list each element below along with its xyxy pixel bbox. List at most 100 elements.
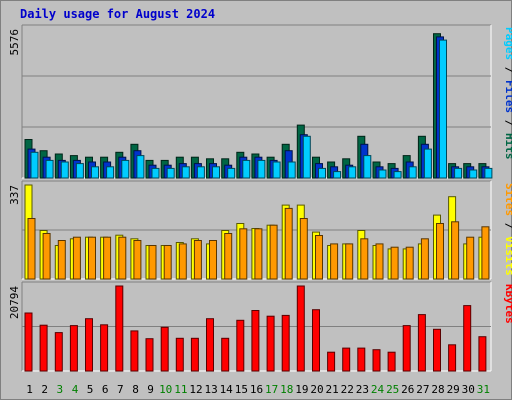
day-label-6: 6: [102, 383, 109, 396]
bar-pages-day-24: [378, 169, 387, 179]
bar-sites-day-9: [148, 245, 157, 280]
bar-sites-day-13: [209, 240, 217, 280]
day-label-19: 19: [295, 383, 308, 396]
day-label-12: 12: [189, 383, 202, 396]
bar-kbytes-day-29: [448, 344, 457, 372]
bar-sites-day-19: [299, 218, 308, 280]
chart-panels: 5576 Pages / Files / Hits 337 Sites / Visit…: [8, 24, 512, 372]
panel-hits-files-pages: 5576 Pages / Files / Hits: [8, 24, 512, 179]
bar-pages-day-22: [348, 166, 357, 179]
day-label-25: 25: [386, 383, 399, 396]
series-pages: [30, 39, 493, 179]
bar-pages-day-28: [439, 39, 447, 179]
day-label-1: 1: [26, 383, 33, 396]
day-label-17: 17: [265, 383, 278, 396]
day-label-28: 28: [431, 383, 444, 396]
bar-sites-day-11: [178, 243, 187, 280]
legend-entry: KBytes: [503, 284, 512, 324]
bar-sites-day-25: [390, 246, 399, 280]
bar-sites-day-24: [375, 243, 384, 280]
day-label-4: 4: [72, 383, 79, 396]
bar-pages-day-10: [166, 167, 175, 179]
bar-pages-day-7: [121, 159, 130, 179]
chart-title: Daily usage for August 2024: [20, 7, 215, 21]
bar-sites-day-8: [133, 240, 142, 280]
bar-sites-day-28: [436, 223, 444, 280]
bar-sites-day-4: [72, 236, 81, 280]
legend-entry: Visits: [503, 236, 512, 276]
bar-sites-day-16: [254, 228, 263, 280]
bar-sites-day-1: [27, 218, 36, 280]
bar-pages-day-14: [227, 167, 236, 179]
legend-entry: Sites: [503, 183, 512, 216]
legend-entry: /: [503, 60, 512, 80]
day-labels: 1 2 3 4 5 6 7 8 9 10 11 12 13 14 15 16 17 18 19 20 21 22 23 24 2…: [26, 383, 490, 396]
bar-sites-day-23: [360, 238, 369, 280]
bar-kbytes-day-24: [372, 349, 381, 372]
legend-entry: /: [503, 216, 512, 236]
bar-kbytes-day-27: [417, 314, 426, 372]
bar-kbytes-day-21: [327, 351, 336, 372]
bar-kbytes-day-15: [236, 319, 245, 372]
bar-kbytes-day-19: [296, 285, 305, 372]
day-label-2: 2: [41, 383, 48, 396]
bar-kbytes-day-11: [175, 337, 184, 372]
day-label-11: 11: [174, 383, 187, 396]
bar-kbytes-day-3: [54, 332, 63, 372]
day-label-20: 20: [310, 383, 323, 396]
bar-kbytes-day-17: [266, 315, 275, 372]
bar-pages-day-12: [196, 166, 205, 179]
bar-pages-day-25: [393, 171, 402, 179]
bar-kbytes-day-30: [463, 305, 472, 372]
bar-pages-day-5: [91, 166, 99, 179]
bar-pages-day-17: [272, 161, 281, 179]
day-label-13: 13: [204, 383, 217, 396]
bar-sites-day-20: [315, 235, 323, 280]
day-label-26: 26: [401, 383, 414, 396]
day-label-15: 15: [235, 383, 248, 396]
day-label-9: 9: [147, 383, 154, 396]
bar-sites-day-17: [269, 224, 278, 280]
legend-entry: /: [503, 113, 512, 133]
bar-sites-day-26: [405, 246, 414, 280]
bar-kbytes-day-16: [251, 310, 260, 372]
bar-kbytes-day-5: [85, 318, 93, 372]
bar-pages-day-16: [257, 159, 266, 179]
bar-kbytes-day-13: [206, 318, 214, 372]
legend-entry: Pages: [503, 27, 512, 60]
bar-sites-day-31: [481, 226, 490, 280]
bar-pages-day-20: [318, 167, 326, 179]
bar-pages-day-29: [454, 167, 463, 179]
bar-pages-day-2: [45, 159, 54, 179]
bar-sites-day-29: [451, 221, 460, 280]
axis-max-label: 5576: [8, 29, 21, 56]
bar-sites-day-12: [193, 240, 202, 280]
bar-pages-day-6: [106, 166, 115, 179]
bar-kbytes-day-4: [69, 325, 78, 372]
day-label-7: 7: [117, 383, 124, 396]
bar-pages-day-27: [423, 148, 432, 179]
axis-max-label: 20794: [8, 286, 21, 319]
day-label-24: 24: [371, 383, 385, 396]
bar-pages-day-3: [60, 161, 69, 179]
bar-pages-day-23: [363, 155, 372, 179]
bar-kbytes-day-1: [24, 312, 33, 372]
panel-kbytes: 20794 KBytes: [8, 281, 512, 372]
bar-sites-day-14: [224, 233, 233, 280]
bar-pages-day-18: [287, 161, 296, 179]
bar-kbytes-day-10: [160, 326, 169, 372]
day-label-29: 29: [447, 383, 460, 396]
bar-sites-day-3: [57, 240, 66, 280]
bar-sites-day-30: [466, 236, 475, 280]
bar-sites-day-27: [420, 238, 429, 280]
legend-hits-files-pages: Pages / Files / Hits: [503, 27, 512, 160]
bar-kbytes-day-18: [281, 314, 290, 372]
day-label-27: 27: [416, 383, 429, 396]
series-sites: [27, 207, 490, 280]
bar-sites-day-18: [284, 207, 293, 280]
day-label-5: 5: [87, 383, 94, 396]
bar-kbytes-day-7: [115, 285, 124, 372]
bar-pages-day-26: [408, 166, 417, 179]
day-label-18: 18: [280, 383, 293, 396]
day-label-16: 16: [250, 383, 263, 396]
